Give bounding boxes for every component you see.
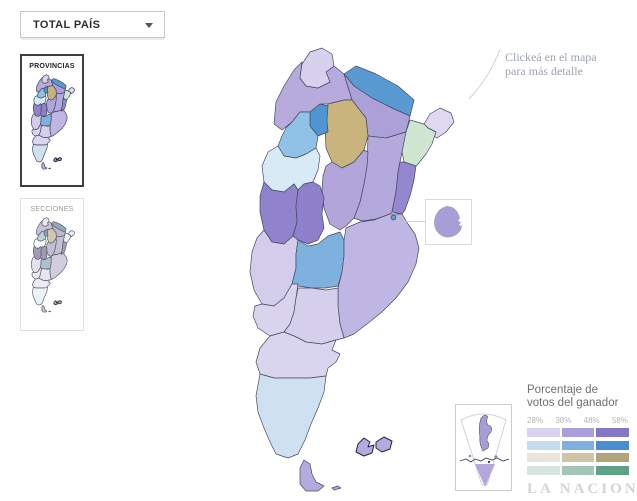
chevron-down-icon — [145, 23, 153, 28]
legend-row-blue — [527, 440, 633, 450]
antarctic-peninsula-shape — [478, 414, 492, 452]
region-selector-value: TOTAL PAÍS — [33, 18, 101, 31]
region-selector-dropdown[interactable]: TOTAL PAÍS — [20, 11, 165, 38]
legend-tick: 28% — [527, 416, 544, 425]
hint-line-1: Clickeá en el mapa — [505, 50, 597, 64]
legend-title-line-2: votos del ganador — [527, 397, 619, 409]
tab-secciones-label: SECCIONES — [30, 206, 74, 213]
antarctic-coastline — [459, 457, 510, 463]
tab-provincias[interactable]: PROVINCIAS — [20, 54, 84, 187]
legend-swatch — [527, 428, 560, 437]
caba-inset-connector — [406, 221, 425, 222]
legend-swatch — [561, 428, 594, 437]
legend-swatch — [596, 465, 629, 475]
legend-swatch — [596, 453, 629, 462]
hint-line-2: para más detalle — [505, 64, 583, 78]
argentina-map[interactable] — [240, 40, 455, 500]
legend-swatch-grid — [527, 428, 633, 475]
map-hint: Clickeá en el mapa para más detalle — [505, 50, 635, 78]
legend-tick: 48% — [583, 416, 600, 425]
tab-provincias-label: PROVINCIAS — [29, 63, 75, 70]
legend-swatch — [527, 465, 560, 475]
antarctic-wedge — [475, 464, 495, 487]
legend-tick: 58% — [611, 416, 628, 425]
legend-tick: 38% — [555, 416, 572, 425]
legend-row-purple — [527, 428, 633, 437]
caba-inset-box[interactable] — [425, 199, 472, 245]
caba-inset-shape[interactable] — [426, 200, 471, 244]
legend-swatch — [561, 440, 594, 450]
legend-title-line-1: Porcentaje de — [527, 384, 598, 396]
provincias-mini-map — [29, 73, 75, 171]
legend: Porcentaje de votos del ganador 28% 38% … — [527, 384, 633, 478]
legend-swatch — [561, 465, 594, 475]
legend-swatch — [561, 453, 594, 462]
secciones-mini-map — [29, 216, 75, 314]
tab-secciones[interactable]: SECCIONES — [20, 198, 84, 331]
legend-swatch — [596, 428, 629, 437]
antarctica-inset-box — [455, 404, 512, 491]
antarctica-inset-map — [459, 413, 510, 487]
legend-swatch — [527, 453, 560, 462]
legend-ticks: 28% 38% 48% 58% — [527, 416, 628, 425]
legend-row-green — [527, 465, 633, 475]
la-nacion-logo: LA NACION — [527, 481, 637, 497]
legend-swatch — [527, 440, 560, 450]
legend-row-tan — [527, 453, 633, 462]
hint-leader-line — [468, 48, 501, 100]
legend-swatch — [596, 440, 629, 450]
